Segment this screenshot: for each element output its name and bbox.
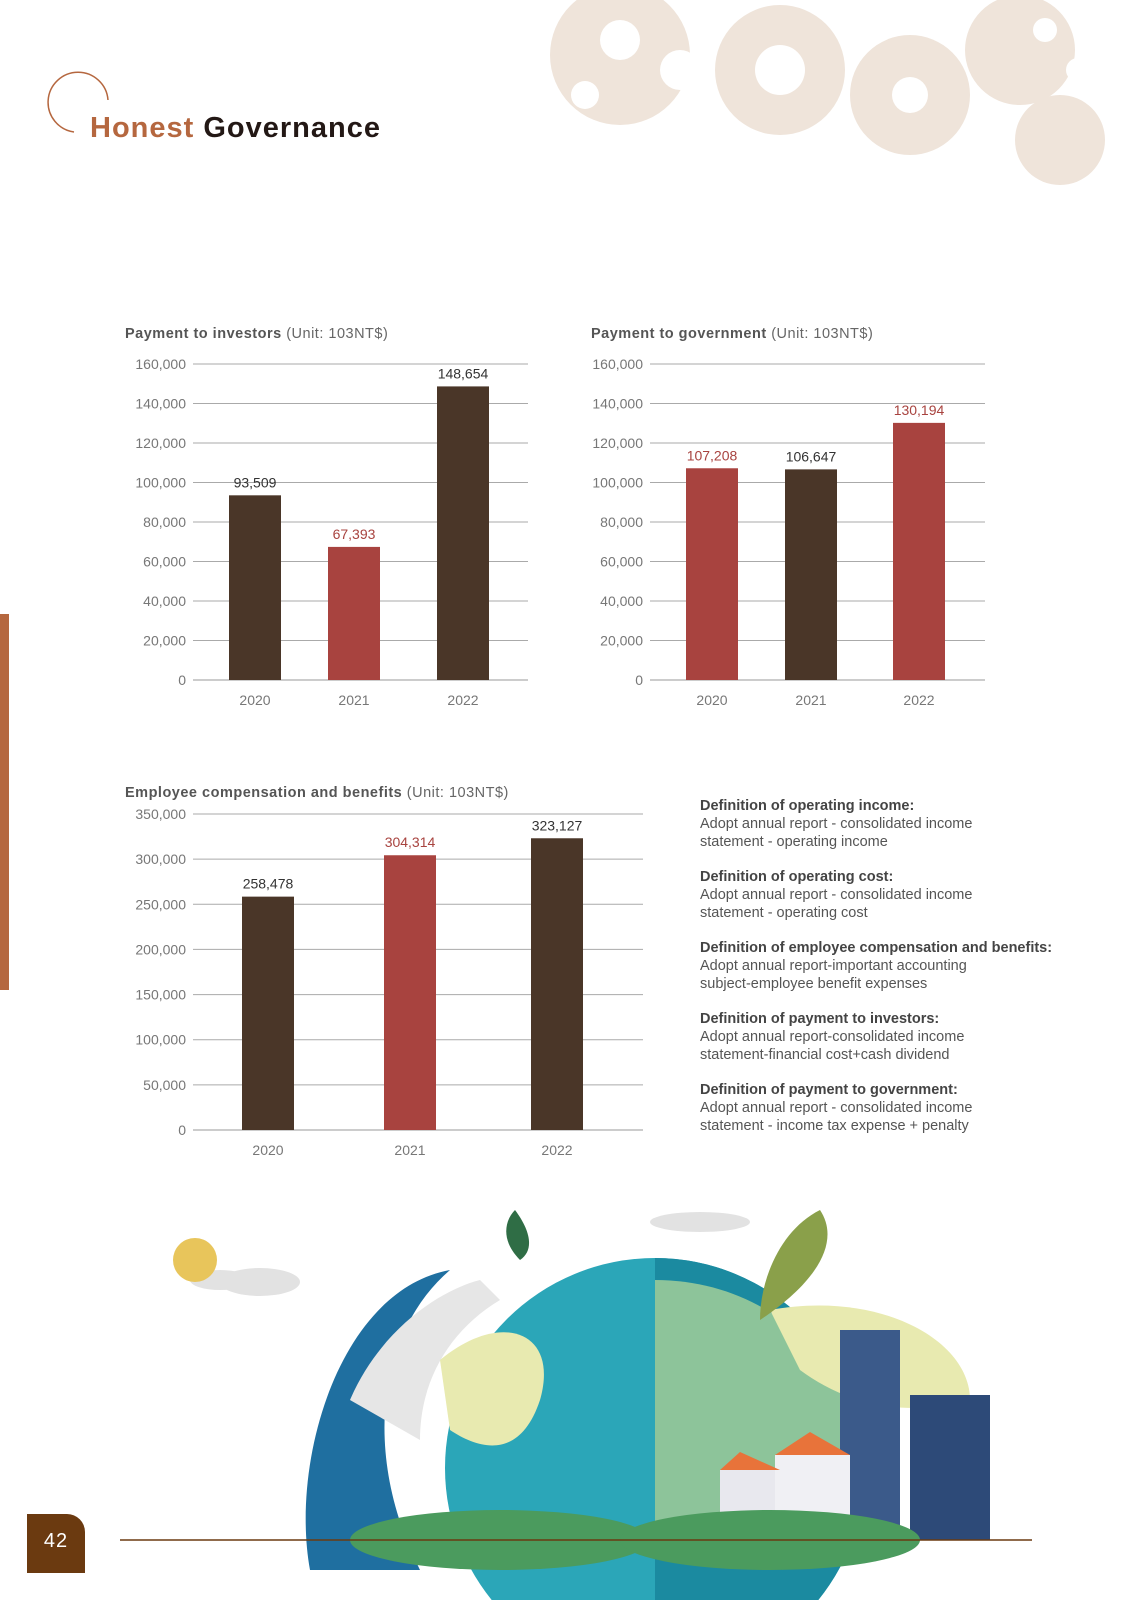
- x-tick-label: 2021: [795, 692, 826, 708]
- y-tick-label: 20,000: [600, 633, 643, 649]
- definition-item: Definition of operating cost: Adopt annua…: [700, 869, 973, 921]
- data-label: 304,314: [385, 834, 436, 850]
- x-tick-label: 2020: [696, 692, 727, 708]
- data-label: 323,127: [532, 817, 583, 833]
- bar-2022: [893, 422, 945, 680]
- y-tick-label: 0: [178, 672, 186, 688]
- y-tick-label: 150,000: [135, 987, 186, 1003]
- x-tick-label: 2022: [903, 692, 934, 708]
- chart-title-investors: Payment to investors (Unit: 103NT$): [125, 326, 389, 342]
- x-tick-label: 2022: [541, 1142, 572, 1158]
- data-label: 258,478: [243, 876, 294, 892]
- y-tick-label: 100,000: [135, 475, 186, 491]
- bar-2020: [686, 468, 738, 680]
- bar-2021: [384, 855, 436, 1130]
- y-tick-label: 140,000: [592, 396, 643, 412]
- y-tick-label: 40,000: [600, 593, 643, 609]
- page-number: 42: [27, 1514, 85, 1573]
- y-tick-label: 100,000: [135, 1032, 186, 1048]
- definitions: Definition of operating income: Adopt ann…: [700, 797, 1110, 1152]
- data-label: 130,194: [894, 402, 945, 418]
- x-tick-label: 2020: [252, 1142, 283, 1158]
- data-label: 67,393: [333, 526, 376, 542]
- y-tick-label: 0: [178, 1122, 186, 1138]
- y-tick-label: 160,000: [135, 356, 186, 372]
- chart-title-employee: Employee compensation and benefits (Unit…: [125, 785, 509, 801]
- x-tick-label: 2022: [447, 692, 478, 708]
- y-tick-label: 80,000: [600, 514, 643, 530]
- data-label: 107,208: [687, 447, 738, 463]
- bar-2020: [242, 896, 294, 1130]
- y-tick-label: 60,000: [143, 554, 186, 570]
- side-accent-bar: [0, 614, 9, 990]
- y-tick-label: 100,000: [592, 475, 643, 491]
- title-arc: [47, 71, 109, 133]
- x-tick-label: 2021: [394, 1142, 425, 1158]
- y-tick-label: 140,000: [135, 396, 186, 412]
- definition-item: Definition of payment to government: Adop…: [700, 1082, 973, 1134]
- y-tick-label: 20,000: [143, 633, 186, 649]
- title-accent: Honest: [90, 112, 195, 144]
- y-tick-label: 80,000: [143, 514, 186, 530]
- chart-title-government: Payment to government (Unit: 103NT$): [591, 326, 874, 342]
- bar-2021: [328, 546, 380, 680]
- bar-2021: [785, 469, 837, 680]
- data-label: 106,647: [786, 448, 837, 464]
- y-tick-label: 350,000: [135, 806, 186, 822]
- bar-2022: [531, 838, 583, 1130]
- data-label: 93,509: [234, 474, 277, 490]
- y-tick-label: 200,000: [135, 941, 186, 957]
- bar-2020: [229, 495, 281, 680]
- y-tick-label: 120,000: [135, 435, 186, 451]
- y-tick-label: 250,000: [135, 896, 186, 912]
- y-tick-label: 120,000: [592, 435, 643, 451]
- y-tick-label: 160,000: [592, 356, 643, 372]
- y-tick-label: 300,000: [135, 851, 186, 867]
- title-main: Governance: [203, 112, 381, 144]
- definition-item: Definition of employee compensation and …: [700, 940, 1053, 992]
- definition-item: Definition of operating income: Adopt ann…: [700, 798, 973, 850]
- x-tick-label: 2021: [338, 692, 369, 708]
- x-tick-label: 2020: [239, 692, 270, 708]
- page-title: Honest Governance: [90, 112, 381, 145]
- y-tick-label: 60,000: [600, 554, 643, 570]
- gears-decoration: [550, 0, 1105, 185]
- earth-illustration: [120, 1210, 1032, 1600]
- y-tick-label: 40,000: [143, 593, 186, 609]
- bar-2022: [437, 386, 489, 680]
- y-tick-label: 0: [635, 672, 643, 688]
- definition-item: Definition of payment to investors: Adopt…: [700, 1011, 965, 1063]
- data-label: 148,654: [438, 365, 489, 381]
- y-tick-label: 50,000: [143, 1077, 186, 1093]
